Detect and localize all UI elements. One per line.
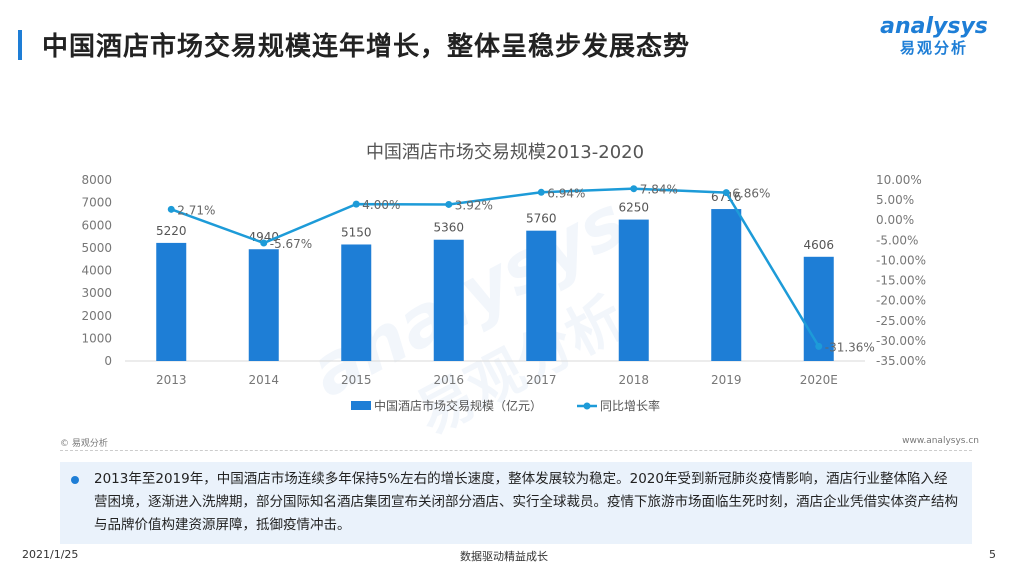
x-axis-tick: 2020E [800, 373, 838, 387]
bar-value-label: 5150 [341, 225, 372, 239]
x-axis-tick: 2017 [526, 373, 557, 387]
bar [711, 209, 742, 361]
growth-rate-label: -5.67% [270, 237, 312, 251]
analysys-logo: analysys 易观分析 [874, 14, 994, 58]
summary-box: 2013年至2019年，中国酒店市场连续多年保持5%左右的增长速度，整体发展较为… [60, 462, 972, 544]
right-axis-tick: -35.00% [876, 354, 926, 368]
growth-rate-point [352, 200, 360, 208]
footer-slogan: 数据驱动精益成长 [460, 550, 548, 563]
bar [433, 239, 464, 361]
growth-rate-label: 6.94% [547, 186, 585, 200]
legend-bar-label: 中国酒店市场交易规模（亿元） [374, 398, 542, 413]
left-axis-tick: 4000 [81, 264, 112, 278]
bar-value-label: 5360 [433, 221, 464, 235]
bar [618, 219, 649, 361]
growth-rate-label: -31.36% [825, 340, 875, 354]
x-axis-tick: 2019 [711, 373, 742, 387]
growth-rate-point [167, 205, 175, 213]
right-axis-tick: -25.00% [876, 314, 926, 328]
x-axis-tick: 2018 [618, 373, 649, 387]
bar [341, 244, 372, 361]
left-axis-tick: 1000 [81, 331, 112, 345]
x-axis-tick: 2016 [433, 373, 464, 387]
right-axis-tick: -15.00% [876, 274, 926, 288]
left-axis-tick: 5000 [81, 241, 112, 255]
right-axis-tick: 5.00% [876, 193, 914, 207]
divider [60, 450, 972, 451]
right-axis-tick: -5.00% [876, 233, 918, 247]
left-axis-tick: 6000 [81, 218, 112, 232]
growth-rate-point [537, 188, 545, 196]
growth-rate-point [445, 200, 453, 208]
right-axis-tick: -30.00% [876, 334, 926, 348]
x-axis-tick: 2014 [248, 373, 279, 387]
bar-value-label: 4606 [803, 238, 834, 252]
right-axis-tick: -10.00% [876, 253, 926, 267]
bar-value-label: 5220 [156, 224, 187, 238]
legend-line-label: 同比增长率 [600, 398, 660, 413]
bar-value-label: 5760 [526, 212, 557, 226]
x-axis-tick: 2015 [341, 373, 372, 387]
footer-date: 2021/1/25 [22, 548, 79, 561]
chart-title: 中国酒店市场交易规模2013-2020 [366, 142, 644, 163]
legend-line-marker [583, 402, 591, 410]
growth-rate-line [170, 187, 820, 348]
source-url: www.analysys.cn [902, 436, 979, 446]
left-axis-tick: 2000 [81, 309, 112, 323]
summary-text: 2013年至2019年，中国酒店市场连续多年保持5%左右的增长速度，整体发展较为… [94, 471, 958, 533]
bar [248, 249, 279, 361]
growth-rate-point [260, 239, 268, 247]
left-axis-tick: 0 [104, 354, 112, 368]
growth-rate-label: 7.84% [640, 183, 678, 197]
bar [526, 230, 557, 361]
left-axis-tick: 7000 [81, 196, 112, 210]
title-accent-bar [18, 30, 22, 60]
logo-chinese-name: 易观分析 [899, 39, 968, 57]
right-axis-tick: 0.00% [876, 213, 914, 227]
left-axis-tick: 3000 [81, 286, 112, 300]
page-number: 5 [989, 548, 996, 561]
bar-value-label: 6250 [618, 201, 649, 215]
page-title: 中国酒店市场交易规模连年增长，整体呈稳步发展态势 [42, 32, 691, 62]
right-axis-tick: -20.00% [876, 294, 926, 308]
growth-rate-label: 3.92% [455, 198, 493, 212]
growth-rate-point [722, 189, 730, 197]
growth-rate-label: 6.86% [732, 187, 770, 201]
logo-wordmark: analysys [880, 14, 988, 39]
legend-bar-swatch [351, 401, 371, 410]
growth-rate-point [815, 342, 823, 350]
right-axis-tick: 10.00% [876, 173, 922, 187]
bar [156, 242, 187, 361]
source-credit: © 易观分析 [60, 439, 108, 449]
left-axis-tick: 8000 [81, 173, 112, 187]
growth-rate-label: 4.00% [362, 198, 400, 212]
growth-rate-label: 2.71% [177, 203, 215, 217]
growth-rate-point [630, 185, 638, 193]
x-axis-tick: 2013 [156, 373, 187, 387]
bullet-icon [71, 476, 79, 484]
